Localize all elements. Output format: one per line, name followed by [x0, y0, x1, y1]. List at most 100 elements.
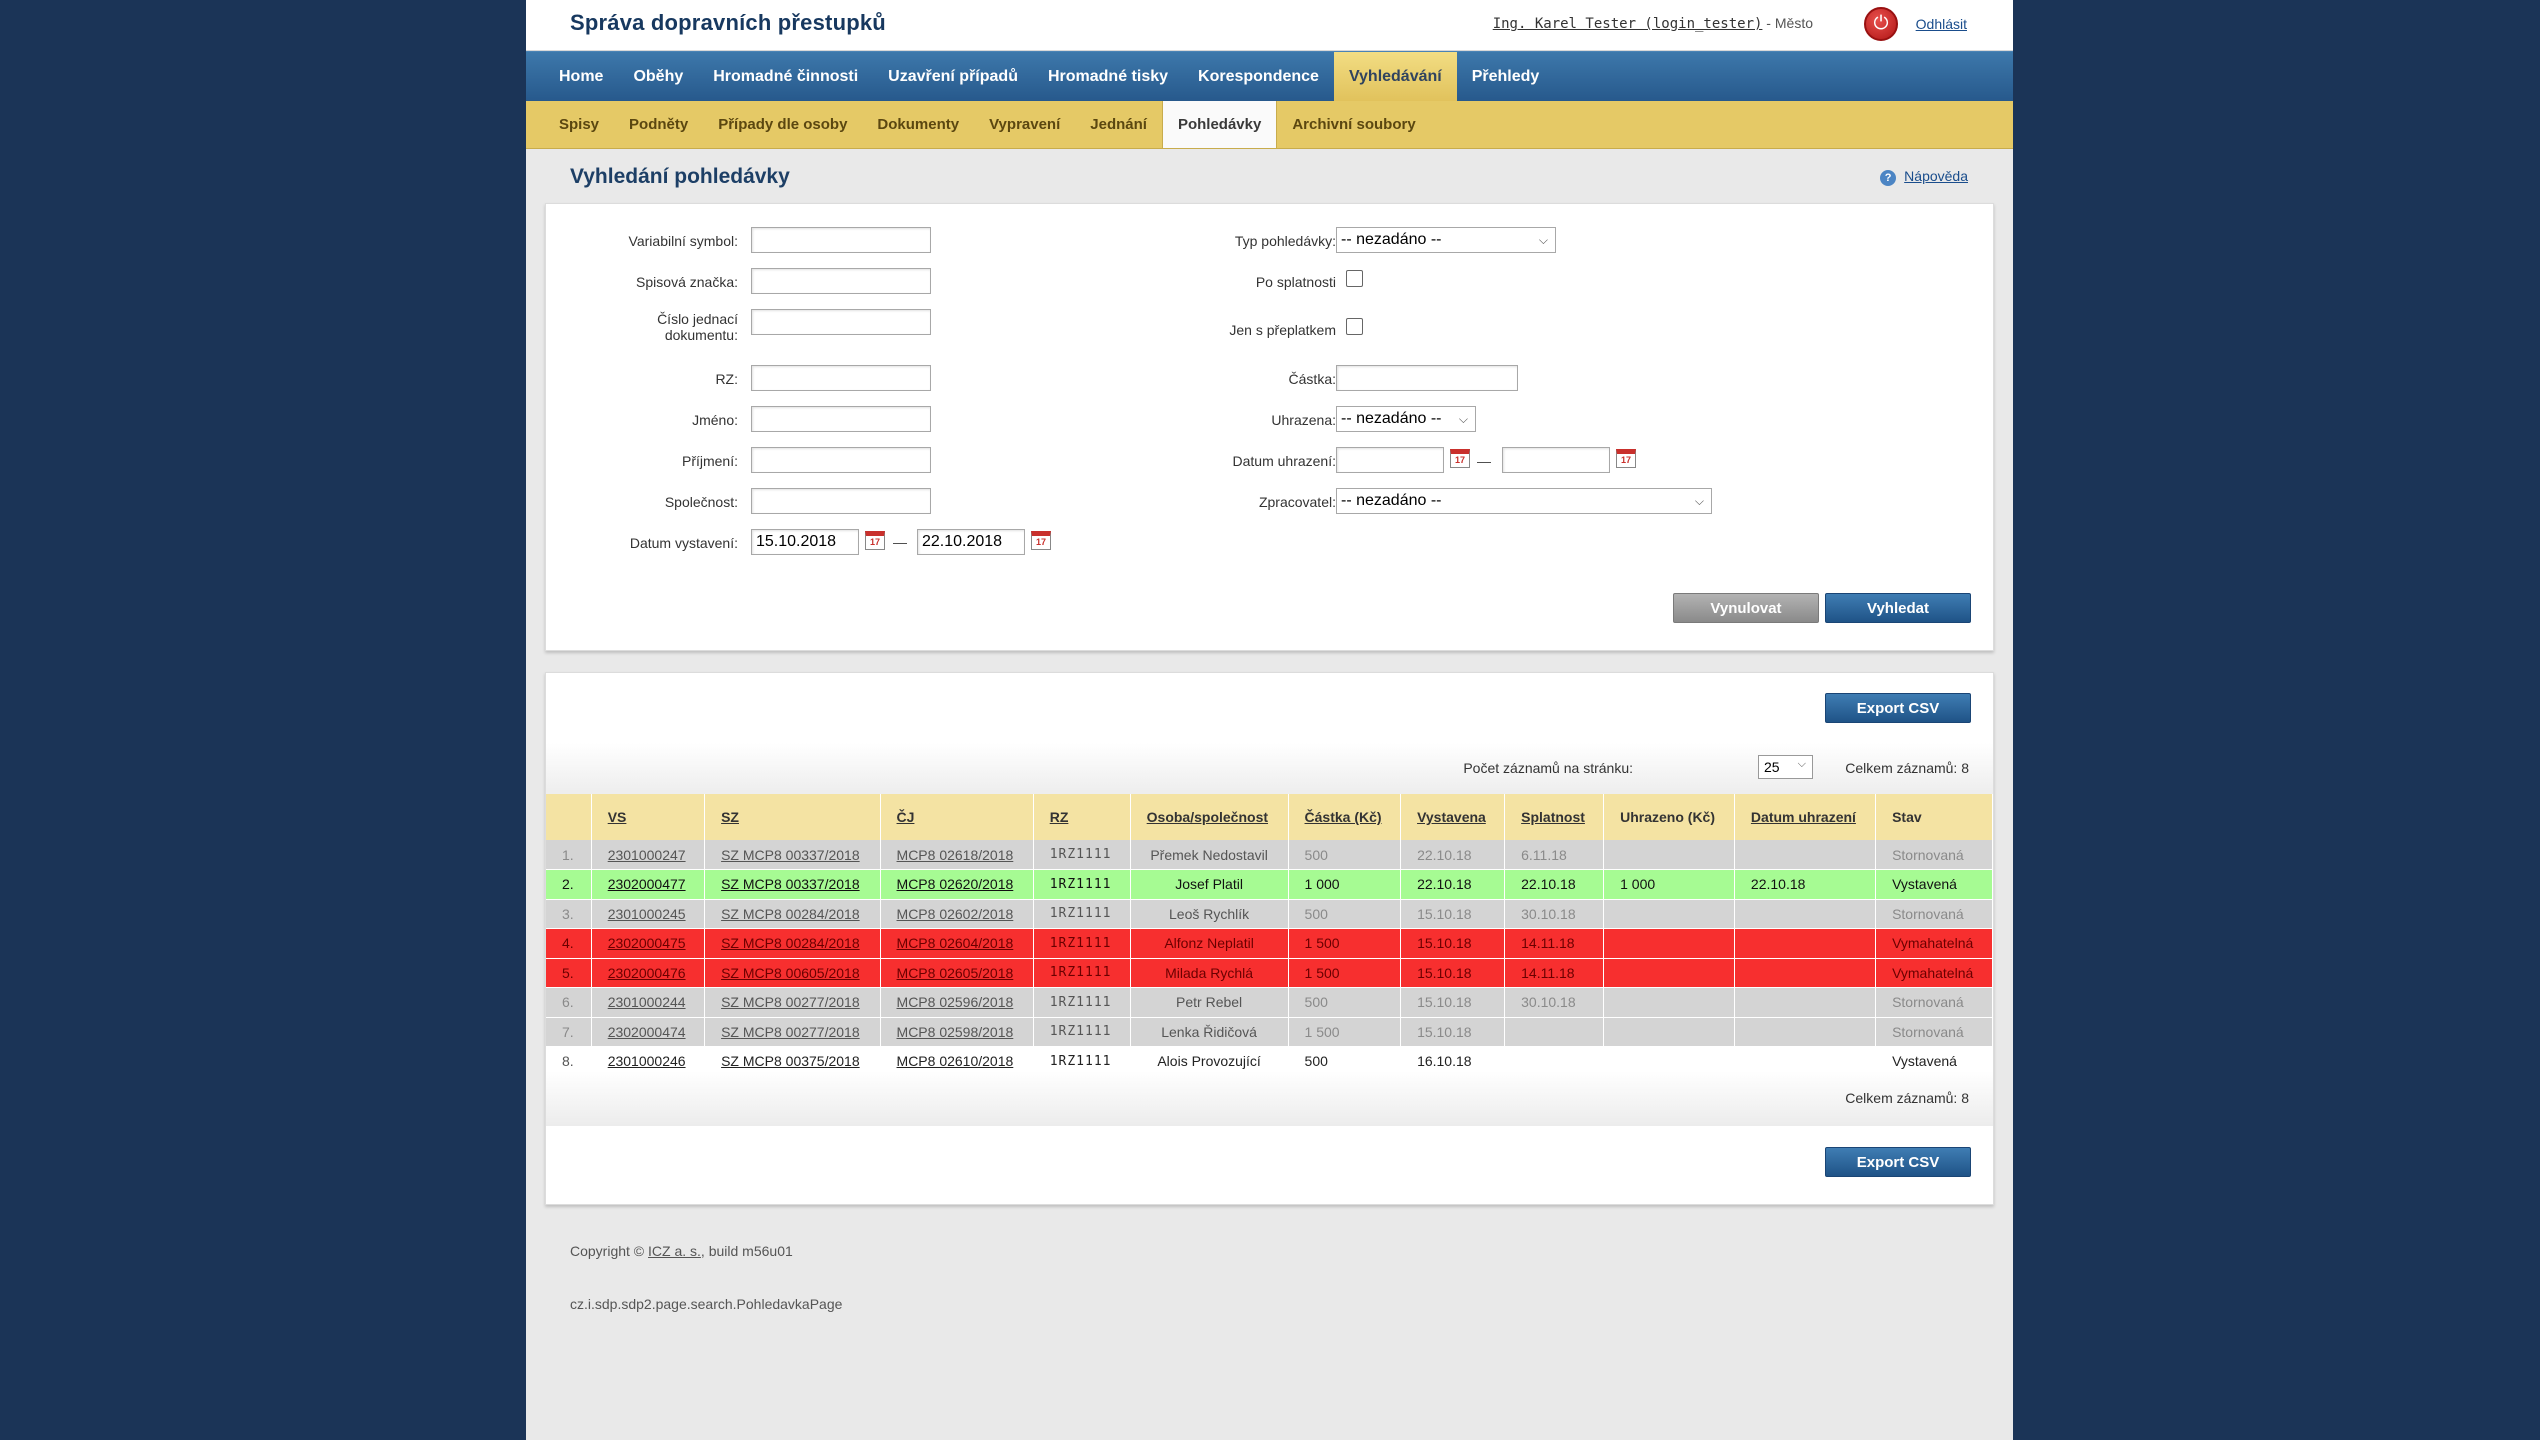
- col-rz-cell: 1RZ1111: [1033, 987, 1131, 1018]
- col-person-cell: Milada Rychlá: [1130, 958, 1289, 988]
- col-vs-cell[interactable]: 2302000476: [591, 958, 706, 988]
- subnav-item[interactable]: Podněty: [629, 116, 689, 133]
- subnav-item[interactable]: Jednání: [1090, 116, 1147, 133]
- table-row: 6. 2301000244 SZ MCP8 00277/2018 MCP8 02596…: [546, 987, 1993, 1018]
- col-issued-header[interactable]: Vystavena: [1400, 794, 1506, 840]
- processor-select[interactable]: -- nezadáno -- ⌵: [1336, 488, 1712, 514]
- col-vs-cell[interactable]: 2301000245: [591, 899, 706, 929]
- company-input[interactable]: [751, 488, 931, 514]
- nav-item[interactable]: Korespondence: [1198, 68, 1319, 85]
- help-label[interactable]: Nápověda: [1904, 168, 1968, 184]
- overpaid-checkbox[interactable]: [1346, 318, 1363, 335]
- calendar-icon[interactable]: 17: [1616, 449, 1636, 468]
- calendar-icon[interactable]: 17: [865, 531, 885, 550]
- col-number-cell: 6.: [546, 987, 592, 1018]
- first-name-input[interactable]: [751, 406, 931, 432]
- user-name-link[interactable]: Ing. Karel Tester (login_tester): [1492, 16, 1763, 32]
- col-cj-cell[interactable]: MCP8 02602/2018: [880, 899, 1034, 929]
- col-sz-header[interactable]: SZ: [704, 794, 881, 840]
- company-link[interactable]: ICZ a. s.: [648, 1243, 701, 1259]
- plate-number-input[interactable]: [751, 365, 931, 391]
- col-vs-cell[interactable]: 2301000247: [591, 840, 706, 870]
- help-link[interactable]: ? Nápověda: [1880, 168, 1968, 186]
- table-row: 7. 2302000474 SZ MCP8 00277/2018 MCP8 02598…: [546, 1017, 1993, 1047]
- col-number-cell: 5.: [546, 958, 592, 988]
- nav-item[interactable]: Přehledy: [1471, 68, 1540, 85]
- col-paid-amount-cell: [1603, 987, 1735, 1018]
- overdue-checkbox[interactable]: [1346, 270, 1363, 287]
- claim-type-label: Typ pohledávky:: [1234, 233, 1336, 249]
- nav-item[interactable]: Vyhledávání: [1333, 52, 1457, 101]
- search-button[interactable]: Vyhledat: [1825, 593, 1971, 623]
- calendar-icon[interactable]: 17: [1450, 449, 1470, 468]
- col-cj-cell[interactable]: MCP8 02598/2018: [880, 1017, 1034, 1047]
- variable-symbol-input[interactable]: [751, 227, 931, 253]
- logout-link[interactable]: Odhlásit: [1915, 16, 1967, 32]
- payment-date-from-input[interactable]: [1336, 447, 1444, 473]
- per-page-select[interactable]: 25 ⌵: [1758, 755, 1813, 779]
- page-title: Vyhledání pohledávky: [570, 165, 790, 188]
- issue-date-from-input[interactable]: [751, 529, 859, 555]
- col-sz-cell[interactable]: SZ MCP8 00337/2018: [704, 840, 881, 870]
- col-vs-cell[interactable]: 2301000244: [591, 987, 706, 1018]
- claim-type-select[interactable]: -- nezadáno -- ⌵: [1336, 227, 1556, 253]
- col-sz-cell[interactable]: SZ MCP8 00277/2018: [704, 987, 881, 1018]
- col-cj-cell[interactable]: MCP8 02605/2018: [880, 958, 1034, 988]
- col-paid-date-header[interactable]: Datum uhrazení: [1734, 794, 1877, 840]
- col-cj-header[interactable]: ČJ: [880, 794, 1034, 840]
- table-row: 5. 2302000476 SZ MCP8 00605/2018 MCP8 02605…: [546, 958, 1993, 988]
- col-paid-amount-header: Uhrazeno (Kč): [1603, 794, 1735, 840]
- col-vs-header[interactable]: VS: [591, 794, 706, 840]
- col-amount-cell: 500: [1288, 840, 1402, 870]
- power-icon[interactable]: ⏻: [1864, 7, 1898, 41]
- paid-select[interactable]: -- nezadáno -- ⌵: [1336, 406, 1476, 432]
- subnav-item[interactable]: Archivní soubory: [1292, 116, 1416, 133]
- export-csv-button-bottom[interactable]: Export CSV: [1825, 1147, 1971, 1177]
- calendar-icon[interactable]: 17: [1031, 531, 1051, 550]
- last-name-label: Příjmení:: [681, 453, 738, 469]
- col-sz-cell[interactable]: SZ MCP8 00605/2018: [704, 958, 881, 988]
- subnav-item[interactable]: Vypravení: [989, 116, 1061, 133]
- col-sz-cell[interactable]: SZ MCP8 00337/2018: [704, 869, 881, 900]
- col-due-cell: 30.10.18: [1504, 987, 1605, 1018]
- col-issued-cell: 22.10.18: [1400, 840, 1506, 870]
- col-cj-cell[interactable]: MCP8 02604/2018: [880, 928, 1034, 959]
- col-due-header[interactable]: Splatnost: [1504, 794, 1605, 840]
- issue-date-to-input[interactable]: [917, 529, 1025, 555]
- col-sz-cell[interactable]: SZ MCP8 00284/2018: [704, 899, 881, 929]
- subnav-item[interactable]: Dokumenty: [877, 116, 960, 133]
- col-amount-cell: 1 000: [1288, 869, 1402, 900]
- col-vs-cell[interactable]: 2302000474: [591, 1017, 706, 1047]
- nav-item[interactable]: Hromadné činnosti: [713, 68, 859, 85]
- nav-item[interactable]: Uzavření případů: [888, 68, 1018, 85]
- last-name-input[interactable]: [751, 447, 931, 473]
- subnav-item[interactable]: Pohledávky: [1161, 101, 1278, 148]
- col-person-header[interactable]: Osoba/společnost: [1130, 794, 1289, 840]
- col-vs-cell[interactable]: 2302000475: [591, 928, 706, 959]
- reference-number-input[interactable]: [751, 309, 931, 335]
- col-sz-cell[interactable]: SZ MCP8 00277/2018: [704, 1017, 881, 1047]
- col-rz-header[interactable]: RZ: [1033, 794, 1131, 840]
- col-sz-cell[interactable]: SZ MCP8 00284/2018: [704, 928, 881, 959]
- subnav-item[interactable]: Případy dle osoby: [718, 116, 848, 133]
- nav-item[interactable]: Hromadné tisky: [1047, 68, 1169, 85]
- col-amount-header[interactable]: Částka (Kč): [1288, 794, 1402, 840]
- chevron-down-icon: ⌵: [1797, 758, 1806, 770]
- claim-type-value: -- nezadáno --: [1341, 231, 1442, 248]
- help-icon[interactable]: ?: [1880, 170, 1897, 186]
- col-cj-cell[interactable]: MCP8 02618/2018: [880, 840, 1034, 870]
- top-bar: Správa dopravních přestupků Ing. Karel T…: [526, 0, 2013, 51]
- col-rz-cell: 1RZ1111: [1033, 958, 1131, 988]
- export-csv-button[interactable]: Export CSV: [1825, 693, 1971, 723]
- subnav-item[interactable]: Spisy: [559, 116, 600, 133]
- col-cj-cell[interactable]: MCP8 02596/2018: [880, 987, 1034, 1018]
- col-paid-date-cell: [1734, 840, 1877, 870]
- file-number-input[interactable]: [751, 268, 931, 294]
- amount-input[interactable]: [1336, 365, 1518, 391]
- col-cj-cell[interactable]: MCP8 02620/2018: [880, 869, 1034, 900]
- col-vs-cell[interactable]: 2302000477: [591, 869, 706, 900]
- nav-item[interactable]: Home: [559, 68, 604, 85]
- payment-date-to-input[interactable]: [1502, 447, 1610, 473]
- reset-button[interactable]: Vynulovat: [1673, 593, 1819, 623]
- nav-item[interactable]: Oběhy: [633, 68, 684, 85]
